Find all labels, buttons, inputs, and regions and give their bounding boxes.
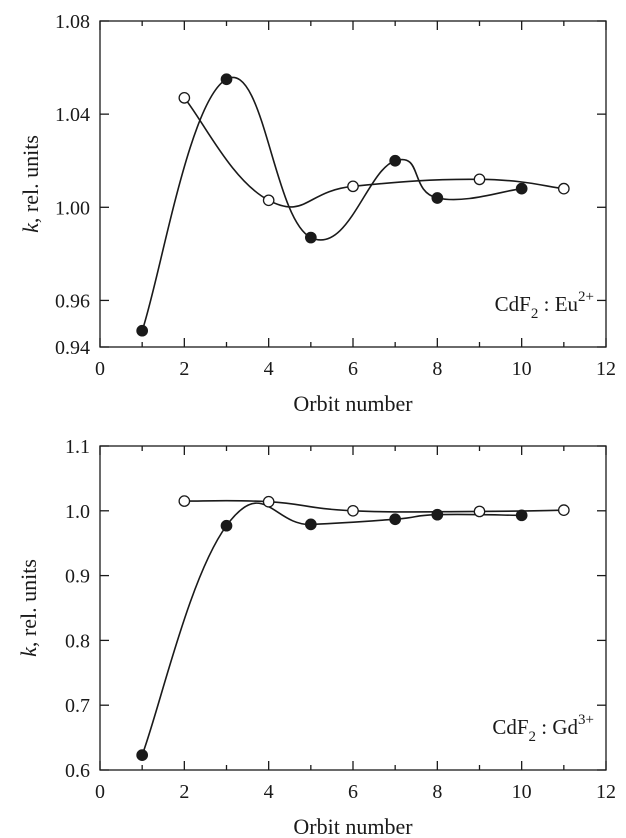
data-point-filled xyxy=(304,231,317,244)
panel-annotation: CdF2 : Gd3+ xyxy=(492,712,594,745)
y-axis-title: k, rel. units xyxy=(18,135,43,233)
x-tick-label: 0 xyxy=(95,358,105,380)
data-point-open xyxy=(557,504,570,517)
x-tick-label: 2 xyxy=(179,358,189,380)
x-tick-label: 6 xyxy=(348,358,358,380)
annotation-ion: : Gd xyxy=(536,715,579,739)
x-tick-label: 6 xyxy=(348,781,358,803)
y-tick-label: 0.9 xyxy=(65,566,90,588)
panel-annotation: CdF2 : Eu2+ xyxy=(495,289,594,322)
annotation-base: CdF xyxy=(492,715,528,739)
data-point-open xyxy=(473,505,486,518)
y-tick-label: 0.94 xyxy=(55,337,90,359)
plot-frame xyxy=(99,445,607,771)
data-point-filled xyxy=(304,518,317,531)
y-tick-label: 0.8 xyxy=(65,630,90,652)
data-point-filled xyxy=(389,154,402,167)
y-axis-title-symbol: k xyxy=(16,646,41,657)
y-tick-label: 1.08 xyxy=(55,11,90,33)
y-tick-label: 1.1 xyxy=(65,436,90,458)
x-tick-label: 10 xyxy=(512,358,532,380)
data-point-open xyxy=(473,173,486,186)
y-axis-title-symbol: k xyxy=(18,222,43,233)
y-tick-label: 0.7 xyxy=(65,695,90,717)
y-axis-title: k, rel. units xyxy=(16,559,41,657)
data-point-filled xyxy=(515,509,528,522)
x-axis-title: Orbit number xyxy=(293,391,413,416)
data-point-filled xyxy=(220,519,233,532)
data-point-filled xyxy=(515,182,528,195)
data-point-open xyxy=(557,182,570,195)
data-point-filled xyxy=(220,73,233,86)
annotation-superscript: 2+ xyxy=(578,289,594,305)
data-point-open xyxy=(178,91,191,104)
y-tick-label: 0.6 xyxy=(65,760,90,782)
x-tick-label: 4 xyxy=(264,358,274,380)
data-point-filled xyxy=(389,513,402,526)
series-curve-filled xyxy=(141,502,522,756)
y-tick-label: 1.00 xyxy=(55,197,90,219)
y-tick-label: 1.04 xyxy=(55,104,90,126)
data-point-filled xyxy=(136,749,149,761)
data-point-open xyxy=(347,180,359,193)
x-tick-label: 4 xyxy=(264,781,274,803)
y-tick-label: 0.96 xyxy=(55,290,90,312)
annotation-subscript: 2 xyxy=(531,306,539,322)
annotation-superscript: 3+ xyxy=(578,712,594,728)
chart-panel-1: 0 2 4 6 8 10 12 0.94 0.96 1.00 1.04 1.08 Orbit numbe… xyxy=(18,11,616,416)
data-point-open xyxy=(262,194,275,207)
annotation-base: CdF xyxy=(495,292,531,316)
series-curve-filled xyxy=(141,76,522,331)
x-axis-title: Orbit number xyxy=(293,814,413,838)
y-axis-title-text: , rel. units xyxy=(16,559,41,647)
y-axis-title-text: , rel. units xyxy=(18,135,43,223)
data-point-open xyxy=(262,495,275,508)
x-tick-label: 8 xyxy=(432,358,442,380)
x-tick-label: 12 xyxy=(596,358,616,380)
x-tick-label: 10 xyxy=(512,781,532,803)
x-tick-label: 12 xyxy=(596,781,616,803)
x-tick-label: 2 xyxy=(179,781,189,803)
data-point-filled xyxy=(431,192,444,204)
x-tick-label: 8 xyxy=(432,781,442,803)
data-point-open xyxy=(347,504,359,517)
x-tick-label: 0 xyxy=(95,781,105,803)
annotation-ion: : Eu xyxy=(538,292,578,316)
data-point-filled xyxy=(136,324,149,337)
annotation-subscript: 2 xyxy=(529,729,537,745)
chart-panel-2: 0 2 4 6 8 10 12 0.6 0.7 0.8 0.9 1.0 1.1 Orbit number k… xyxy=(16,436,616,838)
data-point-open xyxy=(178,495,191,507)
y-tick-label: 1.0 xyxy=(65,501,90,523)
